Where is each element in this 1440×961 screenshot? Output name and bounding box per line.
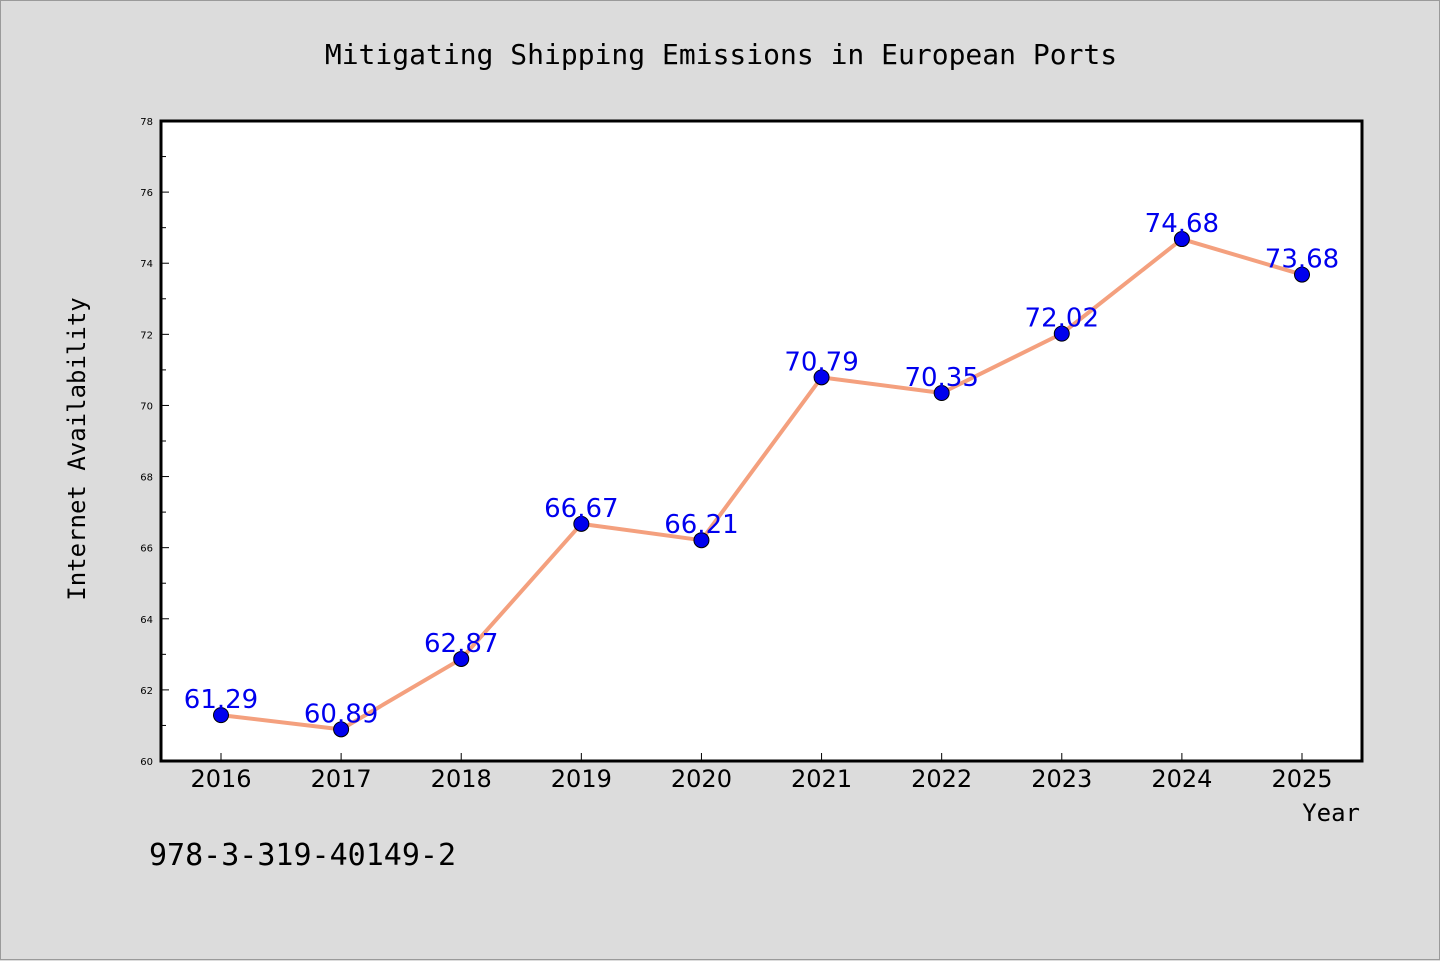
y-tick-label: 74	[140, 259, 153, 270]
data-point	[1053, 325, 1070, 342]
data-point	[573, 515, 590, 532]
plot-area	[159, 119, 1364, 763]
x-axis-label: Year	[1302, 799, 1360, 827]
x-tick-label: 2019	[551, 765, 612, 793]
data-point	[813, 369, 830, 386]
data-labels: 61.29 60.89 62.87 66.67 66.21 70.79 70.35 72.02…	[184, 209, 1339, 729]
x-tick-label: 2021	[791, 765, 852, 793]
data-point	[1173, 231, 1190, 248]
isbn-annotation: 978-3-319-40149-2	[149, 838, 456, 873]
data-point	[1294, 266, 1310, 283]
chart-title: Mitigating Shipping Emissions in Europea…	[325, 38, 1117, 71]
x-tick-label: 2023	[1031, 765, 1092, 793]
x-tick-label: 2020	[671, 765, 732, 793]
y-tick-label: 72	[140, 330, 153, 341]
data-point	[933, 385, 950, 401]
x-tick-label: 2022	[911, 765, 972, 793]
data-label: 66.21	[664, 510, 738, 540]
data-label: 62.87	[424, 629, 498, 659]
data-label: 74.68	[1145, 209, 1219, 239]
data-label: 61.29	[184, 685, 258, 715]
y-tick-label: 64	[140, 615, 153, 626]
data-label: 66.67	[544, 494, 618, 524]
data-label: 60.89	[304, 699, 378, 729]
series-line	[220, 237, 1303, 732]
x-axis: 2016 2017 2018 2019 2020 2021 2022 2023 2024 2025	[190, 753, 1333, 793]
y-tick-label: 70	[140, 401, 153, 412]
data-label: 70.79	[784, 347, 858, 377]
y-tick-label: 66	[140, 544, 153, 555]
y-axis-label: Internet Availability	[63, 297, 91, 600]
data-label: 73.68	[1265, 245, 1339, 275]
x-tick-label: 2017	[311, 765, 372, 793]
y-tick-label: 76	[140, 188, 153, 199]
x-tick-label: 2018	[431, 765, 492, 793]
x-tick-label: 2016	[190, 765, 251, 793]
data-point	[213, 707, 229, 724]
data-point	[693, 532, 710, 549]
data-label: 72.02	[1025, 304, 1099, 334]
y-axis: 60 62 64 66 68 70 72 74 76 78	[140, 117, 169, 768]
y-tick-label: 68	[140, 473, 153, 484]
y-tick-label: 62	[140, 686, 153, 697]
series-layer	[213, 231, 1310, 738]
y-tick-label: 78	[140, 117, 153, 128]
x-tick-label: 2024	[1151, 765, 1212, 793]
data-point	[453, 650, 470, 667]
x-tick-label: 2025	[1271, 765, 1332, 793]
data-label: 70.35	[904, 363, 978, 393]
y-tick-label: 60	[140, 757, 153, 768]
data-point	[333, 721, 350, 738]
